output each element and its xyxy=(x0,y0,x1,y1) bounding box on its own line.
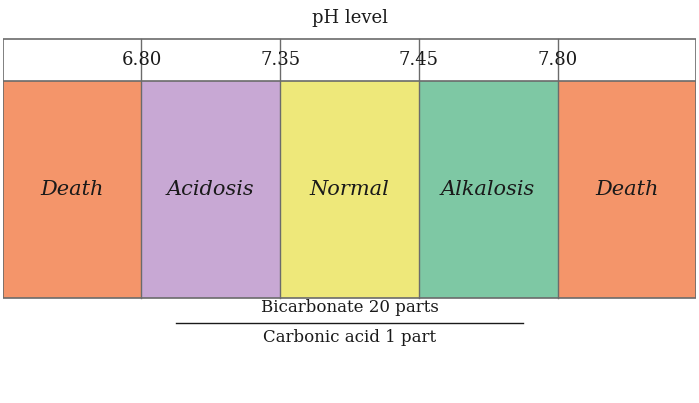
Text: pH level: pH level xyxy=(312,9,387,27)
Text: Bicarbonate 20 parts: Bicarbonate 20 parts xyxy=(261,299,438,316)
Bar xyxy=(3,39,696,298)
Text: 7.80: 7.80 xyxy=(538,51,577,69)
Text: Death: Death xyxy=(41,180,104,199)
Bar xyxy=(141,81,280,298)
Bar xyxy=(3,39,696,81)
Text: Normal: Normal xyxy=(310,180,389,199)
Text: 7.35: 7.35 xyxy=(260,51,300,69)
Text: 7.45: 7.45 xyxy=(399,51,439,69)
Bar xyxy=(3,81,141,298)
Text: Acidosis: Acidosis xyxy=(167,180,254,199)
Text: 6.80: 6.80 xyxy=(122,51,161,69)
Text: Death: Death xyxy=(595,180,658,199)
Bar xyxy=(558,81,696,298)
Bar xyxy=(419,81,558,298)
Text: Alkalosis: Alkalosis xyxy=(441,180,535,199)
Bar xyxy=(280,81,419,298)
Text: Carbonic acid 1 part: Carbonic acid 1 part xyxy=(263,330,436,347)
